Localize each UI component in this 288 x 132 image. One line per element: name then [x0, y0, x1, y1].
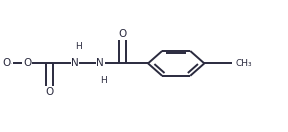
- Text: O: O: [23, 58, 31, 68]
- Text: O: O: [119, 29, 127, 39]
- Text: N: N: [71, 58, 79, 68]
- Text: N: N: [96, 58, 104, 68]
- Text: H: H: [75, 42, 82, 51]
- Text: CH₃: CH₃: [235, 59, 252, 68]
- Text: H: H: [100, 76, 107, 85]
- Text: —: —: [2, 58, 12, 68]
- Text: O: O: [46, 87, 54, 97]
- Text: O: O: [3, 58, 11, 68]
